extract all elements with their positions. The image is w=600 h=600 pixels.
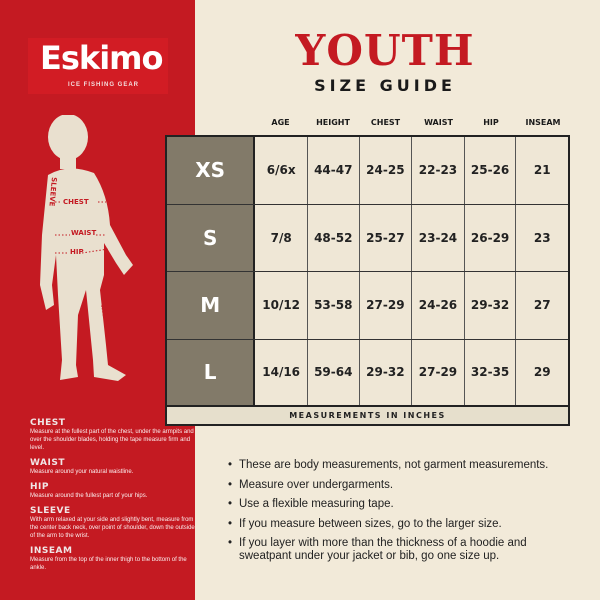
table-cell: 27-29	[360, 272, 413, 339]
note-item: If you measure between sizes, go to the …	[228, 518, 568, 531]
page-subtitle: SIZE GUIDE	[314, 76, 456, 95]
column-header: INSEAM	[525, 118, 561, 127]
table-row: L 14/16 59-64 29-32 27-29 32-35 29	[167, 339, 568, 407]
logo-wordmark: Eskimo	[40, 39, 163, 77]
definition-sleeve: SLEEVE With arm relaxed at your side and …	[30, 506, 195, 539]
table-cell: 14/16	[255, 339, 308, 405]
size-label: XS	[167, 137, 256, 204]
label-chest: CHEST	[63, 198, 89, 206]
table-cell: 32-35	[465, 339, 517, 405]
table-footer: MEASUREMENTS IN INCHES	[167, 407, 568, 424]
table-cell: 6/6x	[255, 137, 308, 204]
table-cell: 29-32	[360, 339, 413, 405]
column-header: HIP	[483, 118, 499, 127]
column-header: CHEST	[370, 118, 401, 127]
table-cell: 59-64	[308, 339, 360, 405]
note-item: Measure over undergarments.	[228, 479, 568, 492]
size-label: M	[167, 272, 256, 339]
size-table: XS 6/6x 44-47 24-25 22-23 25-26 21 S 7/8 48-52 25-…	[165, 135, 570, 426]
table-header: AGE HEIGHT CHEST WAIST HIP INSEAM	[254, 118, 569, 127]
table-cell: 26-29	[465, 204, 517, 271]
column-header: WAIST	[424, 118, 453, 127]
table-cell: 44-47	[308, 137, 360, 204]
page-title: YOUTH	[295, 26, 475, 75]
table-cell: 53-58	[308, 272, 360, 339]
table-cell: 25-27	[360, 204, 413, 271]
table-row: S 7/8 48-52 25-27 23-24 26-29 23	[167, 204, 568, 272]
label-sleeve: SLEEVE	[47, 177, 58, 207]
table-cell: 29-32	[465, 272, 517, 339]
measurement-definitions: CHEST Measure at the fullest part of the …	[30, 412, 200, 572]
table-cell: 48-52	[308, 204, 360, 271]
definition-waist: WAIST Measure around your natural waistli…	[30, 458, 134, 475]
note-item: Use a flexible measuring tape.	[228, 498, 568, 511]
column-header: AGE	[271, 118, 290, 127]
child-body-figure: CHEST WAIST HIP SLEEVE INSEAM	[40, 115, 133, 381]
size-label: L	[167, 339, 256, 405]
table-cell: 24-26	[412, 272, 465, 339]
note-item: If you layer with more than the thicknes…	[228, 537, 568, 563]
table-cell: 22-23	[412, 137, 465, 204]
table-cell: 7/8	[255, 204, 308, 271]
definition-chest: CHEST Measure at the fullest part of the …	[30, 418, 194, 451]
table-cell: 10/12	[255, 272, 308, 339]
brand-logo: Eskimo ICE FISHING GEAR	[28, 38, 168, 94]
note-item: These are body measurements, not garment…	[228, 459, 568, 472]
table-cell: 29	[533, 365, 551, 380]
logo-tagline: ICE FISHING GEAR	[68, 82, 140, 88]
label-waist: WAIST	[71, 229, 96, 237]
definition-hip: HIP Measure around the fullest part of yo…	[30, 482, 148, 499]
size-label: S	[167, 204, 256, 271]
notes-list: These are body measurements, not garment…	[228, 459, 568, 570]
table-cell: 21	[533, 163, 551, 178]
table-cell: 27-29	[412, 339, 465, 405]
label-hip: HIP	[70, 248, 84, 256]
table-row: XS 6/6x 44-47 24-25 22-23 25-26 21	[167, 137, 568, 205]
table-cell: 25-26	[465, 137, 517, 204]
table-cell: 23	[533, 230, 551, 245]
definition-inseam: INSEAM Measure from the top of the inner …	[30, 546, 187, 571]
table-row: M 10/12 53-58 27-29 24-26 29-32 27	[167, 272, 568, 340]
table-cell: 23-24	[412, 204, 465, 271]
table-cell: 27	[533, 298, 551, 313]
table-cell: 24-25	[360, 137, 413, 204]
column-header: HEIGHT	[316, 118, 350, 127]
